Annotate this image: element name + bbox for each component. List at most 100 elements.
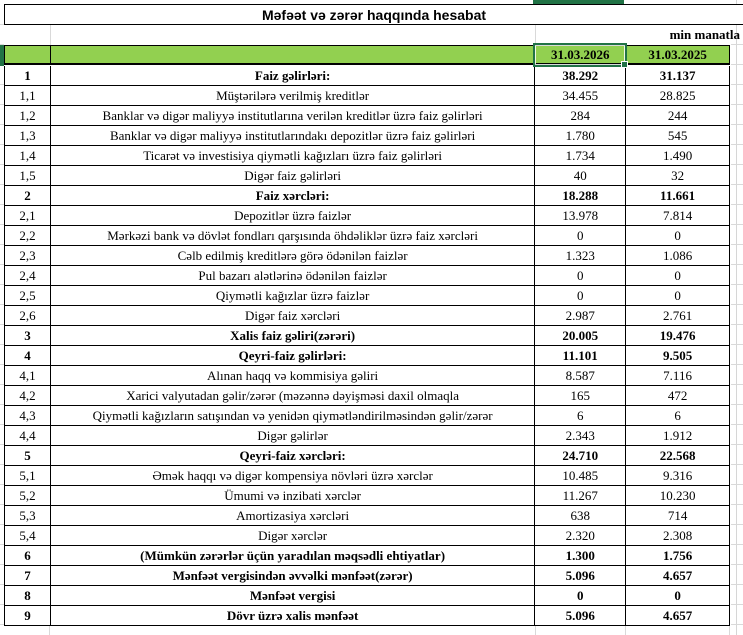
- row-index-cell[interactable]: 9: [5, 606, 51, 625]
- row-index-cell[interactable]: 5,2: [5, 486, 51, 505]
- row-label-cell[interactable]: Qiymətli kağızlar üzrə faizlər: [51, 286, 536, 305]
- row-value-2025-cell[interactable]: 7.116: [626, 366, 730, 385]
- row-label-cell[interactable]: Banklar və digər maliyyə institutlarına …: [51, 106, 536, 125]
- row-index-cell[interactable]: 1,5: [5, 166, 51, 185]
- row-index-cell[interactable]: 8: [5, 586, 51, 605]
- row-index-cell[interactable]: 1: [5, 66, 51, 85]
- row-index-cell[interactable]: 3: [5, 326, 51, 345]
- row-value-2026-cell[interactable]: 6: [535, 406, 627, 425]
- row-index-cell[interactable]: 4: [5, 346, 51, 365]
- row-value-2026-cell[interactable]: 5.096: [535, 606, 627, 625]
- row-value-2025-cell[interactable]: 31.137: [626, 66, 730, 85]
- row-label-cell[interactable]: Dövr üzrə xalis mənfəət: [51, 606, 536, 625]
- row-value-2026-cell[interactable]: 11.267: [535, 486, 627, 505]
- row-value-2026-cell[interactable]: 1.323: [535, 246, 627, 265]
- row-index-cell[interactable]: 6: [5, 546, 51, 565]
- row-index-cell[interactable]: 7: [5, 566, 51, 585]
- row-index-cell[interactable]: 4,3: [5, 406, 51, 425]
- row-label-cell[interactable]: Ticarət və investisiya qiymətli kağızlar…: [51, 146, 536, 165]
- row-label-cell[interactable]: Banklar və digər maliyyə institutlarında…: [51, 126, 536, 145]
- row-label-cell[interactable]: Digər faiz gəlirləri: [51, 166, 536, 185]
- row-value-2026-cell[interactable]: 638: [535, 506, 627, 525]
- row-value-2025-cell[interactable]: 0: [626, 286, 730, 305]
- row-index-cell[interactable]: 1,3: [5, 126, 51, 145]
- header-cell-date-2026[interactable]: 31.03.2026: [535, 46, 627, 63]
- row-value-2026-cell[interactable]: 24.710: [535, 446, 627, 465]
- row-value-2026-cell[interactable]: 5.096: [535, 566, 627, 585]
- row-value-2025-cell[interactable]: 0: [626, 586, 730, 605]
- row-index-cell[interactable]: 2,1: [5, 206, 51, 225]
- row-value-2025-cell[interactable]: 7.814: [626, 206, 730, 225]
- row-index-cell[interactable]: 2,5: [5, 286, 51, 305]
- row-label-cell[interactable]: Faiz gəlirləri:: [51, 66, 536, 85]
- row-value-2025-cell[interactable]: 0: [626, 266, 730, 285]
- row-label-cell[interactable]: Qeyri-faiz xərcləri:: [51, 446, 536, 465]
- row-value-2026-cell[interactable]: 0: [535, 266, 627, 285]
- row-index-cell[interactable]: 5,1: [5, 466, 51, 485]
- row-index-cell[interactable]: 1,4: [5, 146, 51, 165]
- row-label-cell[interactable]: Digər gəlirlər: [51, 426, 536, 445]
- row-index-cell[interactable]: 2,6: [5, 306, 51, 325]
- row-value-2025-cell[interactable]: 1.756: [626, 546, 730, 565]
- row-value-2025-cell[interactable]: 32: [626, 166, 730, 185]
- row-index-cell[interactable]: 2,4: [5, 266, 51, 285]
- row-index-cell[interactable]: 4,2: [5, 386, 51, 405]
- row-value-2025-cell[interactable]: 1.490: [626, 146, 730, 165]
- row-value-2025-cell[interactable]: 244: [626, 106, 730, 125]
- row-value-2025-cell[interactable]: 1.912: [626, 426, 730, 445]
- row-value-2025-cell[interactable]: 2.761: [626, 306, 730, 325]
- row-value-2026-cell[interactable]: 40: [535, 166, 627, 185]
- row-value-2025-cell[interactable]: 9.505: [626, 346, 730, 365]
- row-value-2025-cell[interactable]: 4.657: [626, 606, 730, 625]
- row-value-2025-cell[interactable]: 22.568: [626, 446, 730, 465]
- header-cell-index[interactable]: [5, 46, 51, 63]
- row-value-2026-cell[interactable]: 8.587: [535, 366, 627, 385]
- row-value-2025-cell[interactable]: 19.476: [626, 326, 730, 345]
- row-value-2026-cell[interactable]: 284: [535, 106, 627, 125]
- row-value-2025-cell[interactable]: 9.316: [626, 466, 730, 485]
- row-label-cell[interactable]: Xarici valyutadan gəlir/zərər (məzənnə d…: [51, 386, 536, 405]
- row-value-2026-cell[interactable]: 34.455: [535, 86, 627, 105]
- row-value-2026-cell[interactable]: 10.485: [535, 466, 627, 485]
- row-index-cell[interactable]: 4,1: [5, 366, 51, 385]
- row-value-2026-cell[interactable]: 1.780: [535, 126, 627, 145]
- row-value-2025-cell[interactable]: 0: [626, 226, 730, 245]
- row-index-cell[interactable]: 5,3: [5, 506, 51, 525]
- row-index-cell[interactable]: 1,1: [5, 86, 51, 105]
- row-value-2026-cell[interactable]: 2.343: [535, 426, 627, 445]
- row-label-cell[interactable]: Müştərilərə verilmiş kreditlər: [51, 86, 536, 105]
- row-label-cell[interactable]: Qeyri-faiz gəlirləri:: [51, 346, 536, 365]
- row-label-cell[interactable]: Cəlb edilmiş kreditlərə görə ödənilən fa…: [51, 246, 536, 265]
- row-value-2025-cell[interactable]: 2.308: [626, 526, 730, 545]
- row-value-2026-cell[interactable]: 13.978: [535, 206, 627, 225]
- row-value-2025-cell[interactable]: 10.230: [626, 486, 730, 505]
- row-value-2026-cell[interactable]: 0: [535, 226, 627, 245]
- row-label-cell[interactable]: Digər xərclər: [51, 526, 536, 545]
- row-value-2025-cell[interactable]: 28.825: [626, 86, 730, 105]
- row-index-cell[interactable]: 5: [5, 446, 51, 465]
- fill-handle[interactable]: [621, 61, 628, 68]
- row-label-cell[interactable]: (Mümkün zərərlər üçün yaradılan məqsədli…: [51, 546, 536, 565]
- row-index-cell[interactable]: 1,2: [5, 106, 51, 125]
- row-value-2026-cell[interactable]: 11.101: [535, 346, 627, 365]
- row-value-2026-cell[interactable]: 2.987: [535, 306, 627, 325]
- row-value-2025-cell[interactable]: 6: [626, 406, 730, 425]
- row-value-2026-cell[interactable]: 38.292: [535, 66, 627, 85]
- row-label-cell[interactable]: Faiz xərcləri:: [51, 186, 536, 205]
- row-label-cell[interactable]: Ümumi və inzibati xərclər: [51, 486, 536, 505]
- row-value-2026-cell[interactable]: 1.300: [535, 546, 627, 565]
- report-title-cell[interactable]: Məfəət və zərər haqqında hesabat: [4, 4, 743, 25]
- row-index-cell[interactable]: 2: [5, 186, 51, 205]
- row-label-cell[interactable]: Qiymətli kağızların satışından və yenidə…: [51, 406, 536, 425]
- row-value-2025-cell[interactable]: 11.661: [626, 186, 730, 205]
- row-label-cell[interactable]: Pul bazarı alətlərinə ödənilən faizlər: [51, 266, 536, 285]
- row-value-2026-cell[interactable]: 0: [535, 586, 627, 605]
- row-index-cell[interactable]: 4,4: [5, 426, 51, 445]
- row-label-cell[interactable]: Mənfəət vergisi: [51, 586, 536, 605]
- row-index-cell[interactable]: 2,2: [5, 226, 51, 245]
- row-value-2026-cell[interactable]: 2.320: [535, 526, 627, 545]
- row-value-2025-cell[interactable]: 545: [626, 126, 730, 145]
- row-value-2025-cell[interactable]: 472: [626, 386, 730, 405]
- row-value-2025-cell[interactable]: 714: [626, 506, 730, 525]
- row-value-2025-cell[interactable]: 1.086: [626, 246, 730, 265]
